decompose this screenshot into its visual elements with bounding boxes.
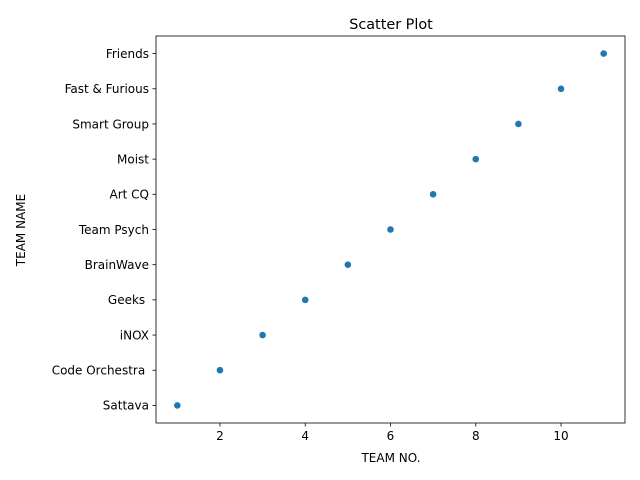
data-point bbox=[258, 331, 267, 339]
data-point bbox=[216, 366, 224, 375]
y-tick-label: Moist bbox=[117, 152, 149, 166]
y-tick-label: Geeks bbox=[108, 293, 149, 307]
data-point bbox=[557, 84, 565, 93]
y-tick-label: Friends bbox=[106, 47, 149, 61]
x-tick-label: 6 bbox=[387, 429, 395, 443]
y-tick-label: Fast & Furious bbox=[65, 82, 149, 96]
y-tick-label: Sattava bbox=[103, 399, 149, 413]
x-tick-label: 4 bbox=[301, 429, 309, 443]
data-point bbox=[471, 155, 480, 164]
data-point bbox=[514, 120, 523, 128]
data-point bbox=[173, 401, 182, 410]
y-tick-label: iNOX bbox=[120, 328, 149, 342]
data-point bbox=[301, 295, 310, 304]
x-tick-label: 8 bbox=[472, 429, 480, 443]
x-tick-label: 2 bbox=[216, 429, 224, 443]
data-point bbox=[386, 225, 395, 234]
data-point bbox=[429, 190, 438, 199]
chart-title: Scatter Plot bbox=[349, 17, 433, 33]
data-point bbox=[343, 260, 352, 269]
y-tick-label: Team Psych bbox=[78, 223, 149, 237]
y-tick-label: BrainWave bbox=[85, 258, 149, 272]
y-tick-label: Code Orchestra bbox=[52, 364, 149, 378]
data-point bbox=[599, 49, 608, 58]
plot-area: 2 4 6 8 10 Sattava Code Orchestra iNOX Geeks Br… bbox=[52, 35, 626, 443]
y-tick-label: Art CQ bbox=[110, 188, 150, 202]
x-tick-label: 10 bbox=[553, 429, 568, 443]
x-axis-label: TEAM NO. bbox=[360, 451, 420, 465]
y-tick-label: Smart Group bbox=[72, 117, 149, 131]
y-axis-label: TEAM NAME bbox=[14, 194, 28, 267]
